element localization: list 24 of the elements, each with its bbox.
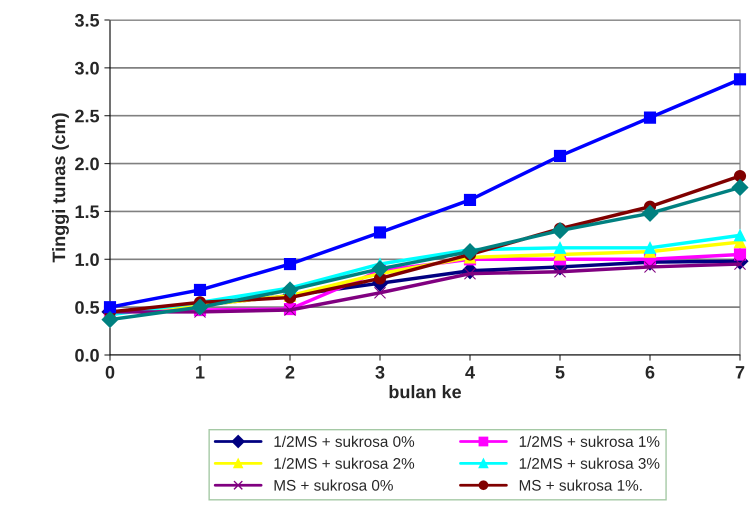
legend-label: 1/2MS + sukrosa 2% (274, 458, 414, 469)
y-tick-label: 0.5 (75, 301, 100, 314)
legend-label: 1/2MS + sukrosa 3% (520, 458, 660, 469)
x-tick-label: 4 (465, 366, 475, 378)
x-tick-label: 1 (196, 366, 205, 378)
x-tick-label: 2 (286, 366, 294, 378)
y-axis-title: Tinggi tunas (cm) (52, 113, 69, 262)
y-tick-label: 3.0 (74, 62, 99, 75)
x-axis-title: bulan ke (390, 385, 462, 398)
y-tick-label: 1.5 (76, 206, 100, 218)
y-tick-label: 2.5 (75, 110, 100, 122)
x-tick-label: 0 (106, 366, 114, 379)
x-tick-label: 3 (375, 366, 384, 379)
y-tick-label: 3.5 (74, 14, 100, 27)
legend-label: MS + sukrosa 0% (274, 480, 393, 491)
y-tick-label: 0.0 (75, 348, 99, 362)
x-tick-label: 7 (736, 366, 744, 378)
x-tick-label: 5 (556, 366, 565, 379)
y-tick-label: 1.0 (76, 253, 99, 266)
y-tick-label: 2.0 (75, 158, 99, 170)
x-tick-label: 6 (646, 366, 654, 379)
legend-label: MS + sukrosa 1%. (520, 480, 642, 491)
legend-label: 1/2MS + sukrosa 1% (520, 436, 660, 447)
legend-label: 1/2MS + sukrosa 0% (274, 436, 414, 447)
